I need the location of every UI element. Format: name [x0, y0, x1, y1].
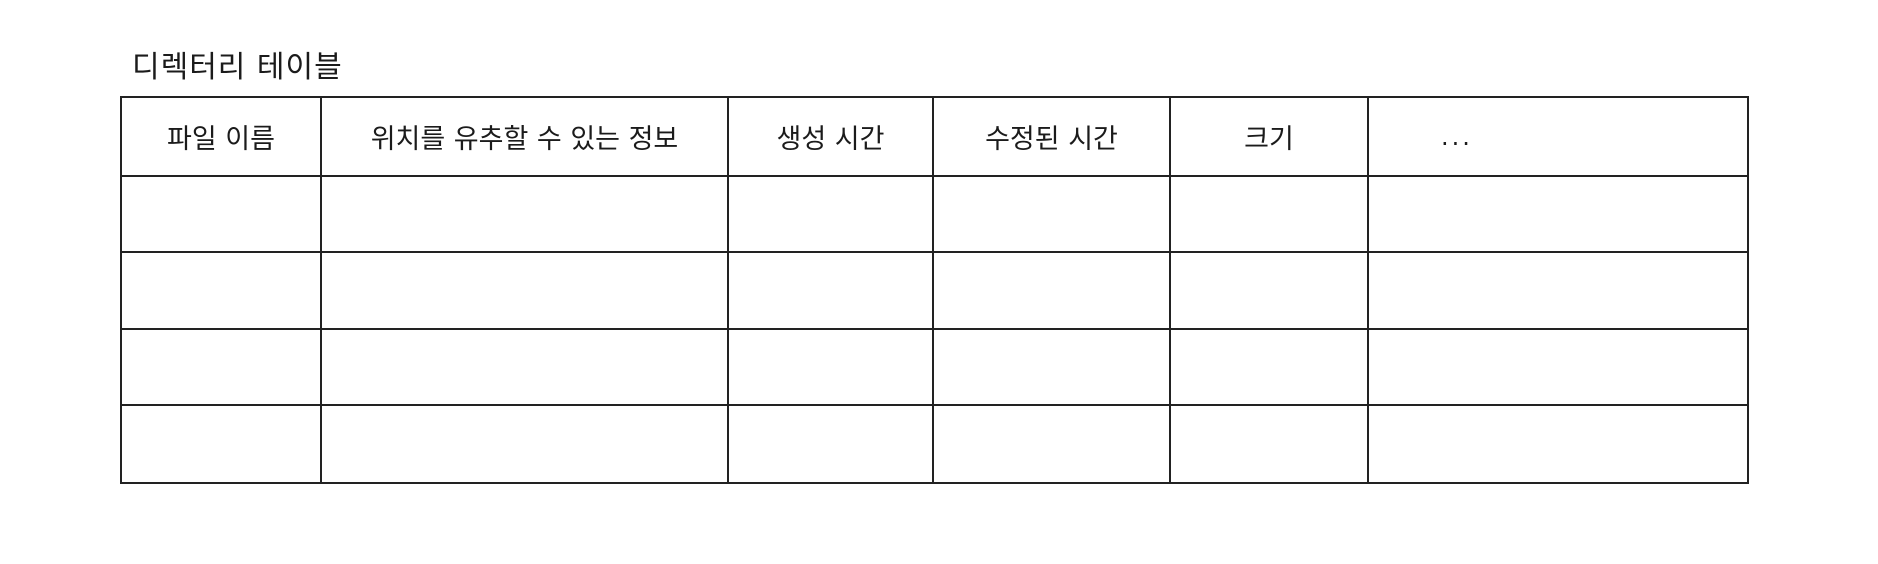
- table-cell: [1369, 253, 1747, 330]
- table-cell: [122, 329, 322, 406]
- table-cell: [934, 405, 1171, 482]
- diagram-title: 디렉터리 테이블: [132, 50, 343, 85]
- table-cell: [1369, 406, 1747, 482]
- table-cell: [322, 405, 729, 482]
- table-cell: [934, 329, 1171, 406]
- table-cell: [322, 253, 729, 330]
- table-cell: [1171, 405, 1369, 482]
- table-cell: [729, 405, 934, 482]
- table-cell: [729, 329, 934, 406]
- table-cell: [322, 329, 729, 406]
- header-location-info: 위치를 유추할 수 있는 정보: [322, 98, 729, 177]
- header-created-time: 생성 시간: [729, 98, 934, 177]
- table-cell: [1369, 177, 1747, 254]
- header-size: 크기: [1171, 98, 1369, 177]
- table-cell: [1369, 330, 1747, 406]
- header-more: ...: [1369, 98, 1747, 177]
- table-cell: [729, 177, 934, 254]
- table-cell: [122, 177, 322, 254]
- table-cell: [934, 177, 1171, 254]
- table-cell: [934, 253, 1171, 330]
- table-cell: [122, 253, 322, 330]
- header-modified-time: 수정된 시간: [934, 98, 1171, 177]
- table-cell: [729, 253, 934, 330]
- table-cell: [122, 405, 322, 482]
- header-file-name: 파일 이름: [122, 98, 322, 177]
- table-cell: [1171, 253, 1369, 330]
- directory-table: 파일 이름 위치를 유추할 수 있는 정보 생성 시간 수정된 시간 크기 ..…: [120, 96, 1749, 484]
- table-cell: [1171, 329, 1369, 406]
- table-cell: [1171, 177, 1369, 254]
- table-cell: [322, 177, 729, 254]
